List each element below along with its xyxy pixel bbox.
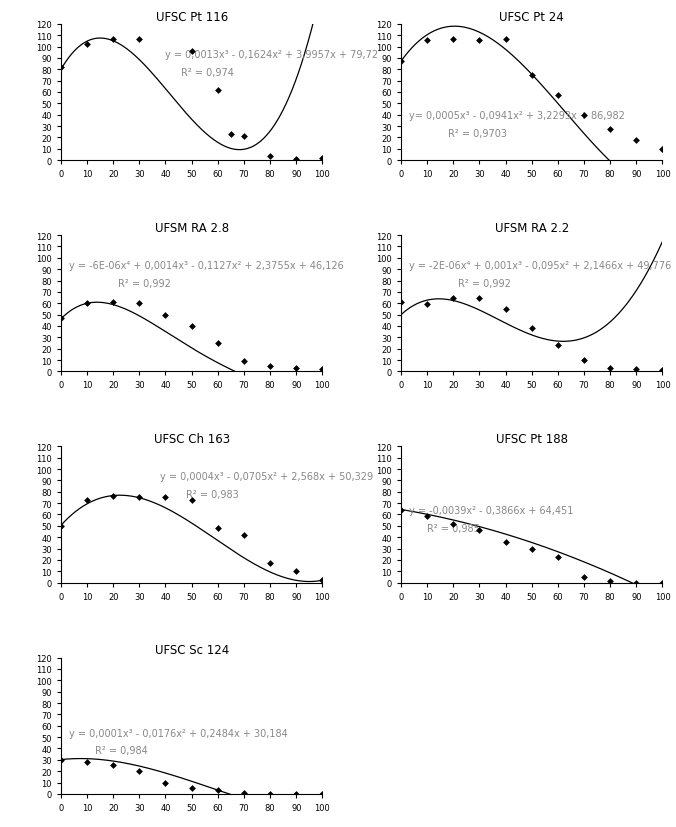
- Point: [527, 543, 537, 556]
- Text: R² = 0,992: R² = 0,992: [118, 279, 171, 289]
- Point: [186, 320, 197, 333]
- Point: [55, 519, 66, 533]
- Text: R² = 0,984: R² = 0,984: [95, 745, 147, 755]
- Point: [474, 524, 485, 538]
- Point: [160, 308, 171, 322]
- Point: [448, 292, 458, 305]
- Point: [317, 574, 328, 587]
- Title: UFSC Sc 124: UFSC Sc 124: [155, 643, 228, 657]
- Text: R² = 0,974: R² = 0,974: [181, 68, 234, 78]
- Point: [474, 292, 485, 305]
- Point: [422, 299, 433, 312]
- Point: [631, 363, 642, 376]
- Text: y = -0,0039x² - 0,3866x + 64,451: y = -0,0039x² - 0,3866x + 64,451: [409, 506, 573, 516]
- Point: [160, 491, 171, 504]
- Text: R² = 0,985: R² = 0,985: [427, 523, 480, 533]
- Point: [134, 491, 145, 504]
- Point: [82, 756, 93, 769]
- Point: [239, 131, 249, 144]
- Text: y = 0,0001x³ - 0,0176x² + 0,2484x + 30,184: y = 0,0001x³ - 0,0176x² + 0,2484x + 30,1…: [69, 728, 287, 738]
- Point: [579, 109, 589, 122]
- Point: [395, 55, 406, 69]
- Point: [291, 153, 301, 166]
- Point: [448, 33, 458, 46]
- Point: [448, 518, 458, 531]
- Point: [552, 89, 563, 103]
- Point: [55, 753, 66, 767]
- Point: [605, 362, 616, 375]
- Point: [631, 134, 642, 147]
- Title: UFSC Ch 163: UFSC Ch 163: [153, 433, 230, 446]
- Point: [186, 494, 197, 507]
- Title: UFSM RA 2.8: UFSM RA 2.8: [155, 222, 228, 235]
- Point: [82, 297, 93, 310]
- Point: [160, 776, 171, 789]
- Point: [55, 61, 66, 74]
- Point: [395, 504, 406, 517]
- Point: [107, 759, 118, 772]
- Point: [527, 69, 537, 83]
- Point: [422, 34, 433, 47]
- Point: [579, 571, 589, 584]
- Point: [552, 550, 563, 563]
- Point: [226, 128, 237, 141]
- Point: [212, 337, 223, 350]
- Point: [265, 360, 276, 373]
- Point: [500, 535, 511, 548]
- Point: [291, 787, 301, 801]
- Point: [82, 39, 93, 52]
- Point: [239, 786, 249, 800]
- Point: [107, 33, 118, 46]
- Point: [291, 362, 301, 375]
- Point: [317, 152, 328, 165]
- Point: [186, 782, 197, 795]
- Point: [265, 557, 276, 571]
- Point: [500, 303, 511, 316]
- Point: [395, 296, 406, 309]
- Point: [265, 150, 276, 163]
- Point: [239, 528, 249, 542]
- Title: UFSC Pt 188: UFSC Pt 188: [496, 433, 568, 446]
- Point: [212, 522, 223, 535]
- Point: [134, 297, 145, 310]
- Point: [212, 784, 223, 797]
- Point: [186, 45, 197, 59]
- Text: y= 0,0005x³ - 0,0941x² + 3,2293x + 86,982: y= 0,0005x³ - 0,0941x² + 3,2293x + 86,98…: [409, 111, 625, 121]
- Point: [527, 323, 537, 336]
- Point: [317, 363, 328, 376]
- Point: [605, 575, 616, 588]
- Text: y = -6E-06x⁴ + 0,0014x³ - 0,1127x² + 2,3755x + 46,126: y = -6E-06x⁴ + 0,0014x³ - 0,1127x² + 2,3…: [69, 261, 343, 270]
- Text: y = 0,0013x³ - 0,1624x² + 3,9957x + 79,72: y = 0,0013x³ - 0,1624x² + 3,9957x + 79,7…: [166, 50, 379, 60]
- Point: [579, 354, 589, 367]
- Point: [291, 565, 301, 578]
- Text: R² = 0,983: R² = 0,983: [187, 490, 239, 500]
- Point: [82, 494, 93, 507]
- Point: [605, 124, 616, 137]
- Point: [265, 787, 276, 801]
- Point: [657, 143, 668, 156]
- Point: [107, 296, 118, 309]
- Title: UFSC Pt 24: UFSC Pt 24: [500, 11, 564, 24]
- Point: [239, 355, 249, 368]
- Text: y = 0,0004x³ - 0,0705x² + 2,568x + 50,329: y = 0,0004x³ - 0,0705x² + 2,568x + 50,32…: [160, 471, 373, 482]
- Point: [552, 339, 563, 352]
- Point: [422, 509, 433, 523]
- Text: R² = 0,9703: R² = 0,9703: [448, 129, 507, 139]
- Point: [212, 84, 223, 98]
- Point: [317, 787, 328, 801]
- Text: y = -2E-06x⁴ + 0,001x³ - 0,095x² + 2,1466x + 49,776: y = -2E-06x⁴ + 0,001x³ - 0,095x² + 2,146…: [409, 261, 671, 270]
- Point: [134, 765, 145, 778]
- Title: UFSC Pt 116: UFSC Pt 116: [155, 11, 228, 24]
- Point: [657, 576, 668, 590]
- Point: [55, 312, 66, 325]
- Point: [631, 576, 642, 590]
- Point: [107, 490, 118, 504]
- Title: UFSM RA 2.2: UFSM RA 2.2: [495, 222, 569, 235]
- Text: R² = 0,992: R² = 0,992: [458, 279, 511, 289]
- Point: [474, 34, 485, 47]
- Point: [134, 33, 145, 46]
- Point: [657, 364, 668, 377]
- Point: [500, 33, 511, 46]
